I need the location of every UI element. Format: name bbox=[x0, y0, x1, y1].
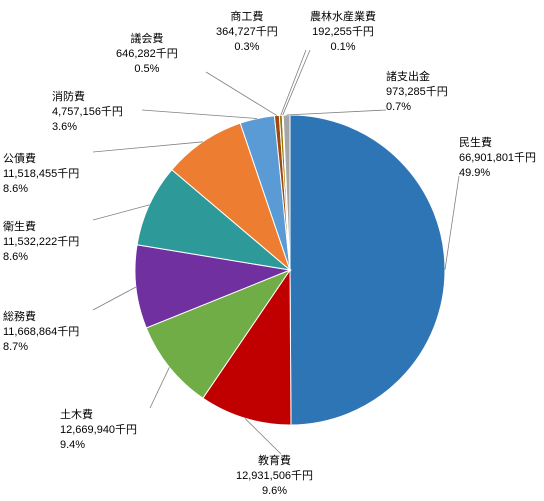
label-商工費: 商工費 364,727千円 0.3% bbox=[216, 10, 278, 55]
label-name: 民生費 bbox=[459, 137, 492, 149]
leader-line bbox=[93, 287, 136, 310]
label-amount: 11,668,864千円 bbox=[3, 326, 79, 338]
label-教育費: 教育費 12,931,506千円 9.6% bbox=[236, 454, 313, 499]
label-name: 消防費 bbox=[52, 91, 85, 103]
label-pct: 0.5% bbox=[134, 63, 159, 75]
label-総務費: 総務費 11,668,864千円 8.7% bbox=[3, 310, 79, 355]
pie-chart-container: 民生費 66,901,801千円 49.9% 教育費 12,931,506千円 9.6% 土… bbox=[0, 0, 544, 501]
label-name: 教育費 bbox=[258, 455, 291, 467]
label-name: 土木費 bbox=[60, 409, 93, 421]
label-amount: 12,931,506千円 bbox=[236, 470, 313, 482]
leader-line bbox=[93, 205, 149, 220]
label-pct: 49.9% bbox=[459, 167, 490, 179]
label-民生費: 民生費 66,901,801千円 49.9% bbox=[459, 136, 536, 181]
label-amount: 973,285千円 bbox=[386, 86, 448, 98]
label-pct: 0.1% bbox=[330, 41, 355, 53]
leader-line bbox=[150, 367, 169, 408]
label-土木費: 土木費 12,669,940千円 9.4% bbox=[60, 408, 137, 453]
label-amount: 12,669,940千円 bbox=[60, 424, 137, 436]
leader-line bbox=[287, 110, 386, 115]
label-amount: 4,757,156千円 bbox=[52, 106, 123, 118]
label-name: 商工費 bbox=[230, 11, 263, 23]
label-amount: 66,901,801千円 bbox=[459, 152, 536, 164]
label-amount: 364,727千円 bbox=[216, 26, 278, 38]
leader-line bbox=[281, 50, 306, 115]
label-諸支出金: 諸支出金 973,285千円 0.7% bbox=[386, 70, 448, 115]
label-name: 農林水産業費 bbox=[310, 11, 376, 23]
label-name: 議会費 bbox=[130, 33, 163, 45]
label-amount: 11,518,455千円 bbox=[3, 168, 79, 180]
label-pct: 9.4% bbox=[60, 439, 85, 451]
label-pct: 0.7% bbox=[386, 101, 411, 113]
label-name: 総務費 bbox=[3, 311, 36, 323]
leader-line bbox=[445, 176, 459, 270]
label-pct: 8.6% bbox=[3, 251, 28, 263]
label-name: 諸支出金 bbox=[386, 71, 430, 83]
label-name: 衛生費 bbox=[3, 221, 36, 233]
leader-line bbox=[283, 50, 310, 115]
label-pct: 8.7% bbox=[3, 341, 28, 353]
label-pct: 0.3% bbox=[234, 41, 259, 53]
label-pct: 3.6% bbox=[52, 121, 77, 133]
label-議会費: 議会費 646,282千円 0.5% bbox=[116, 32, 178, 77]
label-amount: 11,532,222千円 bbox=[3, 236, 79, 248]
label-amount: 646,282千円 bbox=[116, 48, 178, 60]
label-amount: 192,255千円 bbox=[312, 26, 374, 38]
label-衛生費: 衛生費 11,532,222千円 8.6% bbox=[3, 220, 79, 265]
slice-民生費 bbox=[290, 115, 445, 425]
leader-line bbox=[206, 72, 277, 116]
leader-line bbox=[93, 142, 203, 152]
label-pct: 8.6% bbox=[3, 183, 28, 195]
label-name: 公債費 bbox=[3, 153, 36, 165]
leader-line bbox=[142, 110, 257, 119]
label-消防費: 消防費 4,757,156千円 3.6% bbox=[52, 90, 123, 135]
label-pct: 9.6% bbox=[262, 485, 287, 497]
label-農林水産業費: 農林水産業費 192,255千円 0.1% bbox=[310, 10, 376, 55]
label-公債費: 公債費 11,518,455千円 8.6% bbox=[3, 152, 79, 197]
